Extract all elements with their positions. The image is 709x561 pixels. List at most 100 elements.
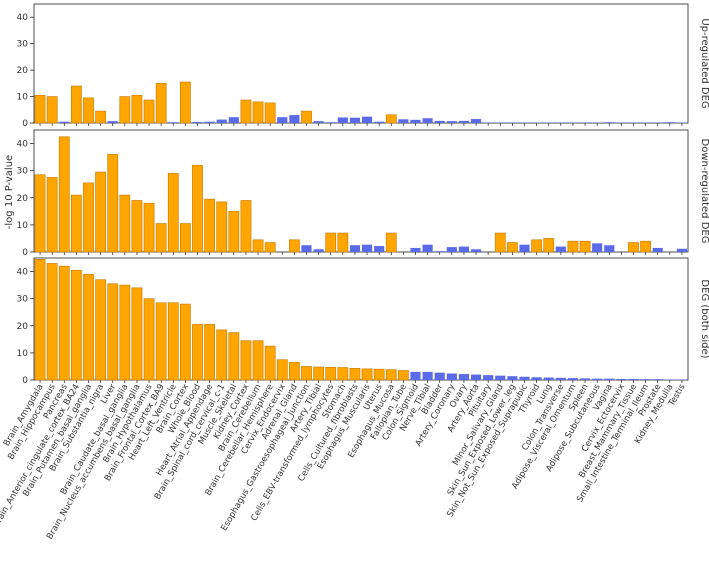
- bar-minor-salivary-gland: [494, 232, 506, 253]
- bar-spleen: [579, 122, 591, 123]
- bar-kidney-cortex: [240, 340, 252, 381]
- bar-liver: [107, 121, 118, 123]
- bar-adipose-visceral-omentum: [567, 122, 579, 123]
- bar-small-intestine-terminal-ileum: [640, 122, 651, 123]
- bar-testis: [676, 379, 688, 380]
- bar-brain-nucleus-accumbens-basal-ganglia: [131, 94, 143, 124]
- y-tick-label: 0: [22, 248, 28, 258]
- bar-artery-aorta: [470, 119, 482, 123]
- bar-brain-spinal-cord-cervical-c-1: [216, 329, 228, 381]
- bar-uterus: [373, 368, 385, 381]
- bar-lung: [543, 122, 554, 123]
- bar-nerve-tibial: [422, 244, 433, 252]
- bar-breast-mammary-tissue: [628, 378, 639, 380]
- panel-title: DEG (both side): [699, 279, 709, 358]
- y-tick-label: 0: [22, 119, 28, 129]
- y-axis-label: -log 10 P-value: [4, 155, 15, 229]
- bar-brain-hippocampus: [46, 263, 58, 381]
- bar-pancreas: [58, 136, 70, 253]
- bar-adipose-subcutaneous: [592, 122, 603, 123]
- bar-brain-anterior-cingulate-cortex-ba24: [71, 85, 82, 124]
- bar-ovary: [458, 120, 470, 123]
- bar-brain-amygdala: [34, 174, 46, 253]
- bar-brain-cerebellum: [252, 340, 264, 381]
- bar-skin-not-sun-exposed-suprapubic: [519, 122, 530, 123]
- panel-title: Up-regulated DEG: [699, 18, 709, 108]
- bar-brain-cerebellum: [252, 101, 264, 124]
- bar-esophagus-gastroesophageal-junction: [301, 245, 312, 252]
- bar-brain-substantia-nigra: [95, 171, 106, 253]
- bar-ovary: [458, 246, 470, 252]
- panel-frame: [33, 3, 689, 124]
- bar-stomach: [337, 367, 349, 381]
- bar-esophagus-muscularis: [361, 116, 373, 123]
- bar-ovary: [458, 374, 470, 380]
- bar-skin-sun-exposed-lower-leg: [506, 242, 518, 253]
- bar-pancreas: [59, 121, 70, 123]
- bar-adipose-visceral-omentum: [567, 240, 579, 253]
- bar-artery-tibial: [313, 121, 324, 123]
- bar-artery-coronary: [446, 121, 457, 123]
- bar-brain-hypothalamus: [143, 202, 155, 253]
- bar-skin-not-sun-exposed-suprapubic: [519, 244, 530, 252]
- bar-cells-ebv-transformed-lymphocytes: [325, 122, 336, 123]
- bar-brain-cerebellum: [252, 239, 264, 253]
- bar-brain-anterior-cingulate-cortex-ba24: [71, 269, 82, 381]
- bar-whole-blood: [192, 121, 203, 123]
- bar-cervix-endocervix: [276, 359, 288, 381]
- bar-bladder: [434, 251, 445, 252]
- y-tick-label: 30: [17, 167, 29, 177]
- bar-spleen: [579, 240, 591, 253]
- bar-thyroid: [531, 377, 542, 380]
- bar-brain-putamen-basal-ganglia: [83, 97, 94, 124]
- y-tick-label: 0: [22, 376, 28, 386]
- bar-lung: [543, 238, 555, 253]
- bar-artery-aorta: [470, 249, 482, 252]
- bar-pituitary: [483, 375, 494, 380]
- bar-colon-transverse: [555, 377, 566, 380]
- bar-fallopian-tube: [397, 370, 409, 381]
- y-tick-label: 10: [17, 349, 29, 359]
- bar-esophagus-muscularis: [361, 368, 373, 381]
- bar-brain-amygdala: [34, 94, 46, 124]
- bar-kidney-medulla: [664, 122, 675, 123]
- bar-artery-coronary: [446, 247, 457, 252]
- bar-pancreas: [58, 265, 70, 381]
- bar-esophagus-muscularis: [361, 244, 373, 252]
- bar-adipose-visceral-omentum: [567, 378, 579, 380]
- bar-vagina: [604, 122, 615, 123]
- bar-muscle-skeletal: [228, 211, 240, 253]
- bar-minor-salivary-gland: [495, 375, 506, 380]
- bar-thyroid: [531, 239, 542, 253]
- bar-stomach: [337, 232, 349, 253]
- bar-spleen: [579, 378, 591, 380]
- bar-nerve-tibial: [422, 118, 433, 123]
- bar-artery-aorta: [470, 374, 482, 380]
- bar-cells-ebv-transformed-lymphocytes: [325, 232, 337, 253]
- panel-1: 0 10 20 30 40 Up-regulated DEG: [17, 3, 709, 129]
- bar-stomach: [337, 117, 348, 123]
- bar-brain-hypothalamus: [143, 298, 155, 381]
- y-tick-label: 40: [17, 140, 29, 150]
- bar-brain-putamen-basal-ganglia: [83, 182, 94, 253]
- bar-breast-mammary-tissue: [628, 122, 639, 123]
- panel-title: Down-regulated DEG: [699, 139, 709, 244]
- bar-brain-substantia-nigra: [95, 110, 106, 124]
- bar-prostate: [652, 379, 663, 380]
- bar-colon-transverse: [555, 122, 566, 123]
- bar-cervix-endocervix: [277, 117, 288, 123]
- bar-esophagus-gastroesophageal-junction: [301, 366, 312, 381]
- bar-prostate: [652, 247, 663, 252]
- bar-heart-left-ventricle: [167, 173, 179, 253]
- bar-brain-frontal-cortex-ba9: [155, 302, 167, 381]
- bar-brain-cortex: [180, 81, 191, 124]
- bar-lung: [543, 377, 554, 380]
- bar-cells-ebv-transformed-lymphocytes: [325, 366, 337, 381]
- bar-brain-caudate-basal-ganglia: [119, 96, 131, 124]
- bar-artery-tibial: [313, 249, 324, 252]
- bar-bladder: [434, 372, 445, 380]
- bar-cervix-ectocervix: [616, 378, 627, 380]
- bar-adipose-subcutaneous: [592, 378, 603, 380]
- bar-brain-frontal-cortex-ba9: [155, 223, 167, 253]
- bar-esophagus-mucosa: [385, 369, 397, 381]
